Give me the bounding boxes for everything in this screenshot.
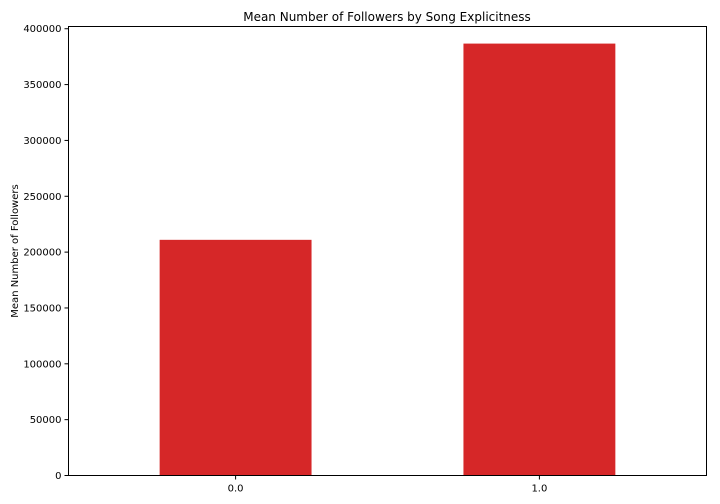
y-tick-label: 250000 xyxy=(23,192,61,203)
y-tick-label: 150000 xyxy=(23,303,61,314)
x-axis: 0.0 1.0 xyxy=(228,475,547,495)
plot-area: 0 50000 100000 150000 200000 250000 300000 3500… xyxy=(23,24,707,495)
plot-frame xyxy=(68,26,707,476)
y-tick-label: 50000 xyxy=(30,415,62,426)
bars-layer xyxy=(159,43,616,476)
x-tick-label: 1.0 xyxy=(531,484,547,495)
bar-0-0 xyxy=(159,239,312,476)
y-tick-label: 100000 xyxy=(23,359,61,370)
y-tick-label: 0 xyxy=(55,471,61,482)
y-axis-label: Mean Number of Followers xyxy=(10,184,21,317)
chart-title: Mean Number of Followers by Song Explici… xyxy=(243,10,531,24)
y-axis: 0 50000 100000 150000 200000 250000 300000 3500… xyxy=(23,24,69,482)
y-tick-label: 350000 xyxy=(23,80,61,91)
y-tick-label: 200000 xyxy=(23,248,61,259)
bar-1-0 xyxy=(463,43,616,476)
x-tick-label: 0.0 xyxy=(228,484,244,495)
y-tick-label: 400000 xyxy=(23,24,61,35)
y-tick-label: 300000 xyxy=(23,136,61,147)
